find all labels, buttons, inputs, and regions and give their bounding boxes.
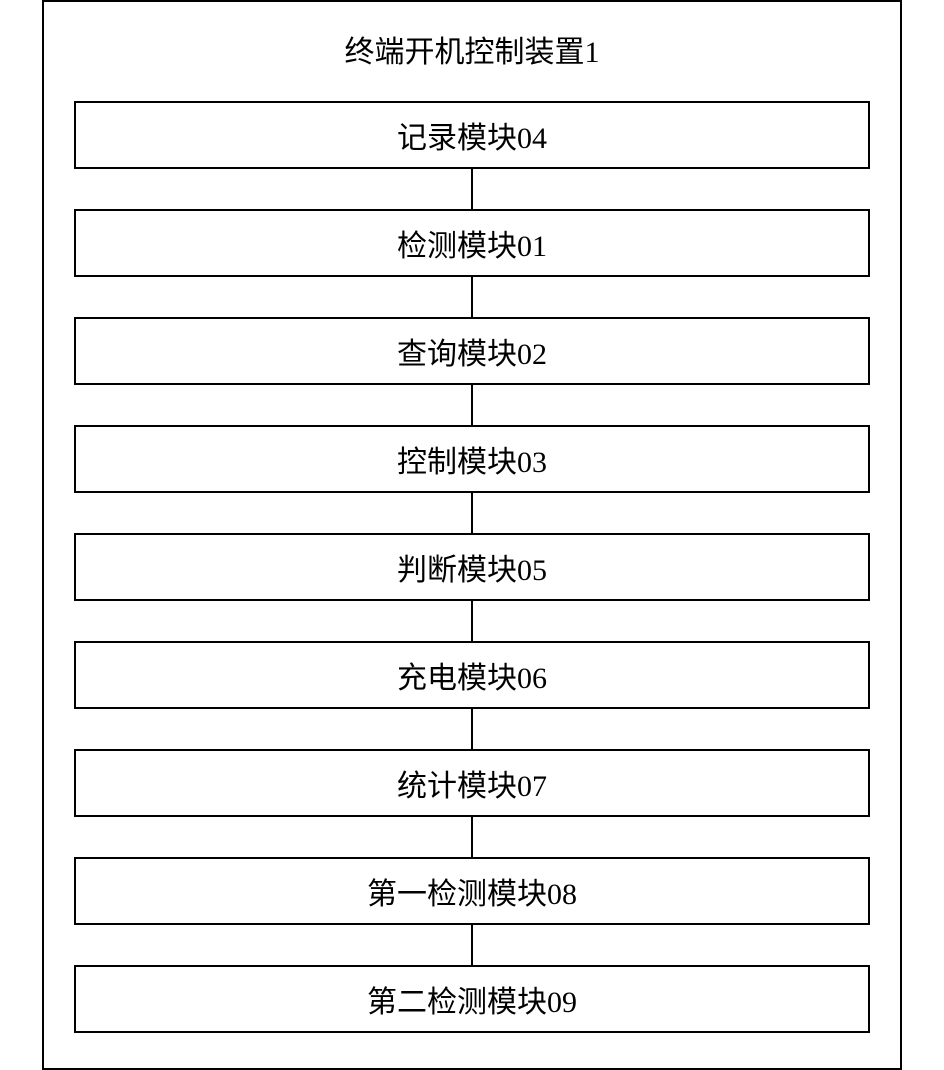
module-box: 第二检测模块09 bbox=[74, 965, 870, 1033]
connector-line bbox=[471, 925, 473, 965]
connector-line bbox=[471, 709, 473, 749]
connector-line bbox=[471, 817, 473, 857]
module-box: 统计模块07 bbox=[74, 749, 870, 817]
module-box: 充电模块06 bbox=[74, 641, 870, 709]
connector-line bbox=[471, 601, 473, 641]
module-box: 检测模块01 bbox=[74, 209, 870, 277]
connector-line bbox=[471, 169, 473, 209]
module-box: 控制模块03 bbox=[74, 425, 870, 493]
diagram-container: 终端开机控制装置1 记录模块04 检测模块01 查询模块02 控制模块03 判断… bbox=[42, 0, 902, 1070]
module-box: 判断模块05 bbox=[74, 533, 870, 601]
modules-list: 记录模块04 检测模块01 查询模块02 控制模块03 判断模块05 充电模块0… bbox=[74, 101, 870, 1033]
connector-line bbox=[471, 385, 473, 425]
module-box: 查询模块02 bbox=[74, 317, 870, 385]
connector-line bbox=[471, 277, 473, 317]
diagram-title: 终端开机控制装置1 bbox=[345, 27, 600, 71]
module-box: 记录模块04 bbox=[74, 101, 870, 169]
connector-line bbox=[471, 493, 473, 533]
module-box: 第一检测模块08 bbox=[74, 857, 870, 925]
